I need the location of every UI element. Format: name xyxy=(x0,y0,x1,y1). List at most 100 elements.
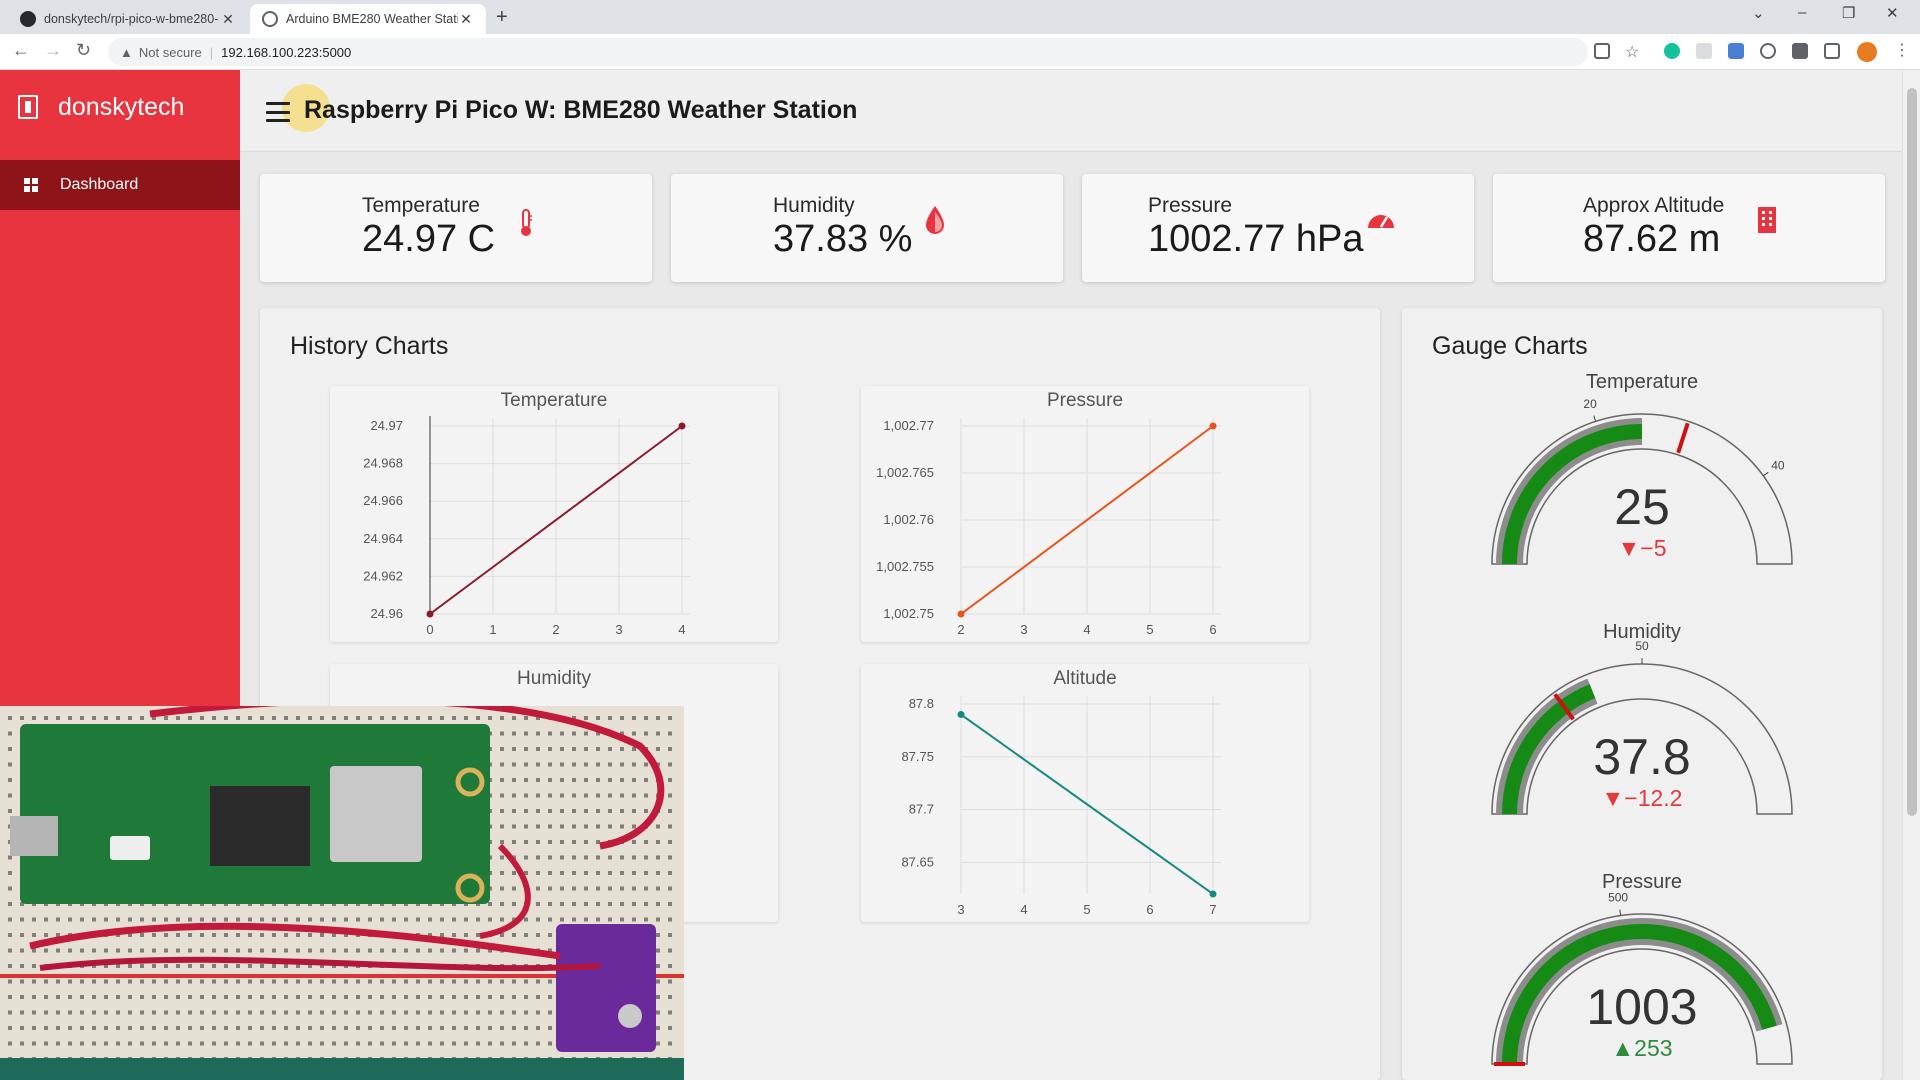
breadboard-hole xyxy=(632,793,636,798)
hamburger-menu-icon[interactable] xyxy=(266,102,290,122)
breadboard-hole xyxy=(440,948,444,953)
bookmark-star-icon[interactable]: ☆ xyxy=(1625,44,1640,61)
tab-search-icon[interactable]: ⌄ xyxy=(1752,5,1765,22)
new-tab-icon[interactable]: + xyxy=(496,6,508,28)
gauge-tick xyxy=(1619,909,1622,916)
breadboard-hole xyxy=(44,995,48,999)
breadboard-hole xyxy=(464,995,468,999)
grammarly-icon[interactable] xyxy=(1664,43,1680,59)
pressure-history-chart[interactable]: Pressure 2 3 4 5 6 1,002.75 1,002.755 1,002.76 1,… xyxy=(861,386,1309,642)
security-label[interactable]: Not secure xyxy=(138,44,202,60)
scroll-thumb[interactable] xyxy=(1907,88,1917,816)
browser-tab-active[interactable]: Arduino BME280 Weather Station ✕ xyxy=(250,4,486,34)
gauge-value: 37.8 xyxy=(1593,729,1690,785)
extension-icon[interactable] xyxy=(1696,43,1712,59)
page-scrollbar[interactable] xyxy=(1902,70,1920,1080)
breadboard-hole xyxy=(284,995,288,999)
breadboard-hole xyxy=(320,995,324,999)
breadboard-hole xyxy=(404,1026,408,1030)
breadboard-hole xyxy=(500,793,504,798)
breadboard-hole xyxy=(92,995,96,999)
breadboard-hole xyxy=(668,933,672,937)
breadboard-hole xyxy=(20,902,24,906)
gauge-value-bar xyxy=(1502,424,1642,564)
breadboard-hole xyxy=(176,716,180,720)
breadboard-hole xyxy=(92,964,96,968)
puzzle-icon[interactable] xyxy=(1792,43,1808,59)
breadboard-hole xyxy=(104,1026,108,1030)
close-tab-icon[interactable]: ✕ xyxy=(222,10,234,27)
breadboard-hole xyxy=(296,964,300,968)
breadboard-hole xyxy=(176,995,180,999)
breadboard-hole xyxy=(68,917,72,922)
breadboard-hole xyxy=(560,840,564,844)
breadboard-hole xyxy=(392,948,396,953)
breadboard-hole xyxy=(548,933,552,937)
side-panel-icon[interactable] xyxy=(1824,43,1840,59)
breadboard-hole xyxy=(44,933,48,937)
breadboard-hole xyxy=(260,979,264,984)
breadboard-hole xyxy=(332,1026,336,1030)
breadboard-hole xyxy=(224,995,228,999)
breadboard-hole xyxy=(104,917,108,922)
breadboard-hole xyxy=(176,1026,180,1030)
breadboard-hole xyxy=(584,716,588,720)
breadboard-hole xyxy=(620,762,624,767)
minimize-icon[interactable]: – xyxy=(1798,4,1807,21)
extension-icon[interactable] xyxy=(1760,43,1776,59)
altitude-history-chart[interactable]: Altitude 3 4 5 6 7 87.65 87.7 87.75 87.8 xyxy=(861,664,1309,922)
breadboard-hole xyxy=(224,979,228,984)
breadboard-hole xyxy=(152,995,156,999)
breadboard-hole xyxy=(668,1010,672,1015)
reload-icon[interactable]: ↻ xyxy=(76,40,92,60)
close-tab-icon[interactable]: ✕ xyxy=(460,10,472,27)
breadboard-hole xyxy=(524,995,528,999)
breadboard-hole xyxy=(380,1026,384,1030)
breadboard-hole xyxy=(284,1010,288,1015)
extension-icon[interactable] xyxy=(1728,43,1744,59)
browser-tab[interactable]: donskytech/rpi-pico-w-bme280- ✕ xyxy=(8,4,248,34)
breadboard-hole xyxy=(344,716,348,720)
breadboard-hole xyxy=(428,948,432,953)
share-icon[interactable] xyxy=(1594,43,1610,59)
breadboard-hole xyxy=(440,979,444,984)
breadboard-hole xyxy=(224,1010,228,1015)
breadboard-hole xyxy=(44,716,48,720)
profile-avatar[interactable] xyxy=(1857,42,1877,62)
breadboard-hole xyxy=(80,948,84,953)
breadboard-hole xyxy=(584,778,588,782)
breadboard-hole xyxy=(332,933,336,937)
forward-icon[interactable]: → xyxy=(44,40,62,60)
breadboard-hole xyxy=(512,902,516,906)
breadboard-hole xyxy=(668,762,672,767)
breadboard-hole xyxy=(368,716,372,720)
breadboard-hole xyxy=(572,840,576,844)
menu-kebab-icon[interactable]: ⋮ xyxy=(1894,42,1910,59)
breadboard-hole xyxy=(308,964,312,968)
breadboard-hole xyxy=(20,933,24,937)
address-bar[interactable]: ▲ Not secure | 192.168.100.223:5000 xyxy=(108,38,1588,66)
breadboard-hole xyxy=(500,1026,504,1030)
back-icon[interactable]: ← xyxy=(12,40,30,60)
breadboard-hole xyxy=(632,917,636,922)
breadboard-hole xyxy=(548,809,552,813)
breadboard-hole xyxy=(512,1010,516,1015)
url-text[interactable]: 192.168.100.223:5000 xyxy=(221,44,352,60)
breadboard-hole xyxy=(500,762,504,767)
breadboard-hole xyxy=(248,1010,252,1015)
breadboard-hole xyxy=(248,995,252,999)
breadboard-hole xyxy=(668,855,672,860)
sidebar-item-dashboard[interactable]: Dashboard xyxy=(0,160,240,210)
breadboard-hole xyxy=(20,917,24,922)
warning-icon[interactable]: ▲ xyxy=(120,44,133,60)
breadboard-hole xyxy=(344,933,348,937)
close-window-icon[interactable]: ✕ xyxy=(1886,5,1899,22)
breadboard-hole xyxy=(668,902,672,906)
y-tick-label: 1,002.765 xyxy=(876,465,934,480)
brand[interactable]: donskytech xyxy=(18,92,184,122)
breadboard-hole xyxy=(20,1041,24,1046)
temperature-history-chart[interactable]: Temperature 0 1 2 3 4 24.96 24.962 24.964 24.966 2… xyxy=(330,386,778,642)
restore-icon[interactable]: ❐ xyxy=(1842,5,1856,22)
chart-title: Humidity xyxy=(517,668,591,689)
breadboard-hole xyxy=(620,886,624,891)
